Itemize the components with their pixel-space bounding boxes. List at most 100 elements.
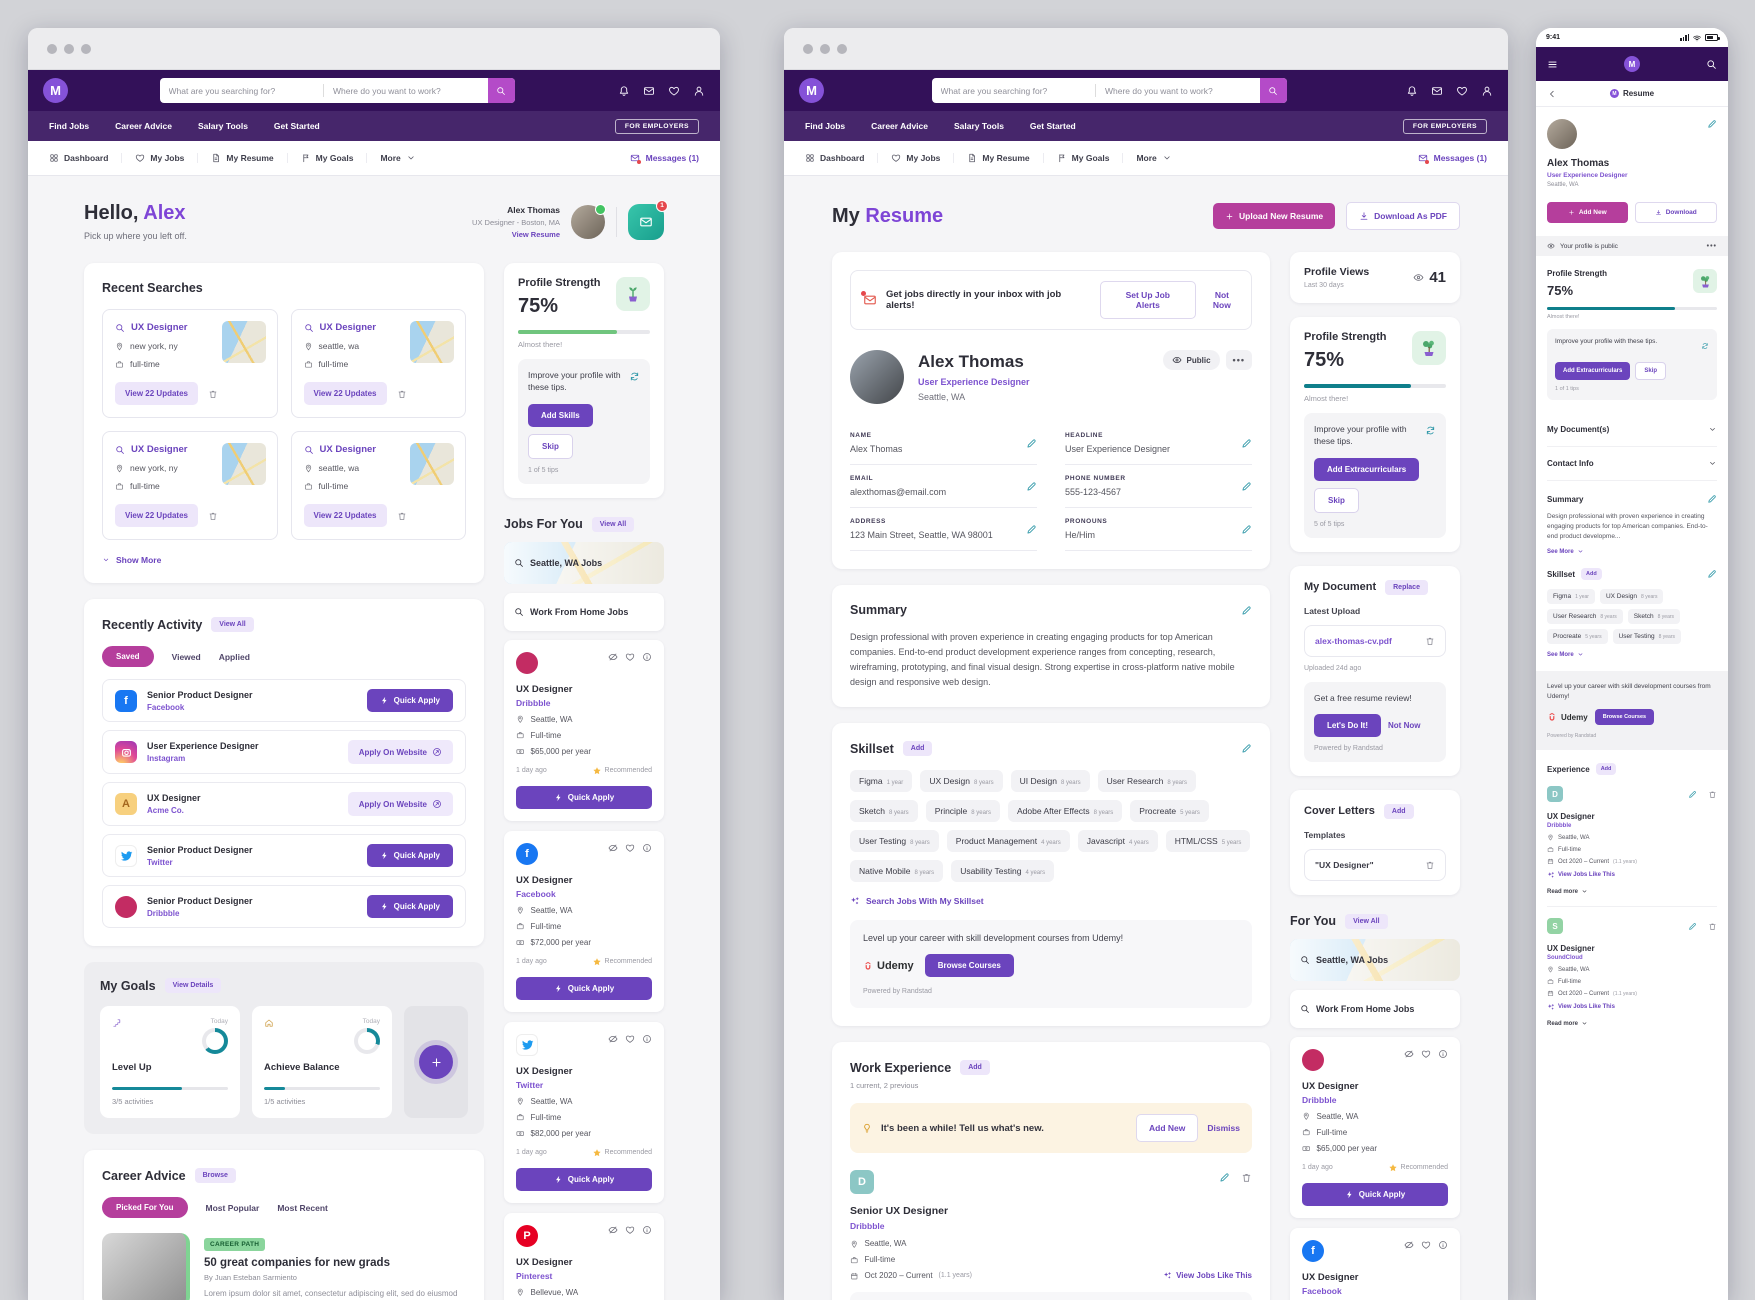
avatar[interactable]	[1547, 119, 1577, 149]
account-icon[interactable]	[1481, 85, 1493, 97]
add-goal-card[interactable]	[404, 1006, 468, 1118]
trash-icon[interactable]	[208, 511, 218, 521]
add-cover-letter-button[interactable]: Add	[1383, 803, 1414, 819]
trash-icon[interactable]	[397, 389, 407, 399]
edit-icon[interactable]	[1241, 605, 1252, 616]
hide-job-icon[interactable]	[608, 1034, 618, 1044]
skill-chip[interactable]: Javascript 4 years	[1077, 830, 1158, 853]
skill-chip[interactable]: User Testing 8 years	[850, 830, 939, 853]
trash-icon[interactable]	[1425, 636, 1435, 646]
skill-chip[interactable]: UX Design 8 years	[920, 770, 1003, 793]
save-job-icon[interactable]	[625, 652, 635, 662]
activity-row[interactable]: A UX Designer Acme Co. Apply On Website	[102, 782, 466, 826]
for-employers-button[interactable]: FOR EMPLOYERS	[614, 118, 699, 134]
view-updates-button[interactable]: View 22 Updates	[115, 504, 198, 527]
add-skill-button[interactable]: Add	[902, 741, 933, 757]
job-card[interactable]: UX Designer Dribbble Seattle, WA Full-ti…	[504, 639, 664, 821]
refresh-icon[interactable]	[629, 369, 640, 387]
edit-icon[interactable]	[1707, 119, 1717, 129]
subnav-more[interactable]: More	[367, 153, 428, 163]
trash-icon[interactable]	[208, 389, 218, 399]
apply-on-website-button[interactable]: Apply On Website	[347, 740, 453, 764]
quick-apply-button[interactable]: Quick Apply	[516, 976, 652, 1000]
skill-chip[interactable]: User Research 8 years	[1547, 609, 1623, 625]
subnav-my-goals[interactable]: My Goals	[1044, 153, 1124, 163]
avatar[interactable]	[850, 350, 904, 404]
edit-icon[interactable]	[1241, 438, 1252, 449]
not-now-button[interactable]: Not Now	[1388, 714, 1420, 737]
search-location-input[interactable]	[324, 85, 488, 96]
quick-apply-button[interactable]: Quick Apply	[1302, 1182, 1448, 1206]
more-options-button[interactable]: •••	[1706, 242, 1717, 250]
contact-info-accordion[interactable]: Contact Info	[1547, 447, 1717, 481]
job-info-icon[interactable]	[1438, 1240, 1448, 1250]
add-experience-button[interactable]: Add	[960, 1060, 990, 1076]
view-updates-button[interactable]: View 22 Updates	[303, 382, 387, 405]
edit-icon[interactable]	[1026, 524, 1037, 535]
edit-icon[interactable]	[1026, 438, 1037, 449]
lets-do-it-button[interactable]: Let's Do It!	[1314, 713, 1382, 737]
search-icon[interactable]	[1706, 59, 1717, 70]
skill-chip[interactable]: Native Mobile 8 years	[850, 860, 944, 883]
for-employers-button[interactable]: FOR EMPLOYERS	[1402, 118, 1487, 134]
hide-job-icon[interactable]	[1404, 1240, 1414, 1250]
dismiss-button[interactable]: Dismiss	[1207, 1123, 1240, 1134]
subnav-my-jobs[interactable]: My Jobs	[122, 153, 199, 163]
setup-job-alerts-button[interactable]: Set Up Job Alerts	[1099, 281, 1196, 319]
skill-chip[interactable]: Product Management 4 years	[946, 830, 1070, 853]
skill-chip[interactable]: Figma 1 year	[850, 770, 913, 793]
tab-applied[interactable]: Applied	[218, 651, 250, 662]
upload-resume-button[interactable]: Upload New Resume	[1213, 203, 1336, 229]
saved-jobs-icon[interactable]	[668, 85, 680, 97]
view-jobs-like-this-link[interactable]: View Jobs Like This	[1163, 1271, 1252, 1280]
trash-icon[interactable]	[1708, 918, 1717, 936]
view-resume-link[interactable]: View Resume	[511, 229, 560, 239]
skill-chip[interactable]: Adobe After Effects 8 years	[1007, 800, 1123, 823]
monster-logo[interactable]: M	[1624, 56, 1640, 72]
view-updates-button[interactable]: View 22 Updates	[303, 504, 387, 527]
quick-apply-button[interactable]: Quick Apply	[516, 1167, 652, 1191]
job-card[interactable]: f UX Designer Facebook Seattle, WA Full-…	[1290, 1227, 1460, 1300]
subnav-my-resume[interactable]: My Resume	[198, 153, 288, 163]
visibility-pill[interactable]: Public	[1162, 350, 1220, 370]
job-card[interactable]: P UX Designer Pinterest Bellevue, WA Ful…	[504, 1212, 664, 1300]
recent-search-card[interactable]: UX Designer new york, ny full-time View …	[102, 309, 278, 418]
download-pdf-button[interactable]: Download As PDF	[1346, 202, 1460, 230]
subnav-my-goals[interactable]: My Goals	[288, 153, 368, 163]
edit-icon[interactable]	[1707, 494, 1717, 504]
nav-find-jobs[interactable]: Find Jobs	[49, 121, 90, 131]
recent-search-card[interactable]: UX Designer new york, ny full-time View …	[102, 431, 278, 540]
skill-chip[interactable]: User Research 8 years	[1097, 770, 1197, 793]
skill-chip[interactable]: Principle 8 years	[925, 800, 1000, 823]
subnav-my-resume[interactable]: My Resume	[954, 153, 1044, 163]
edit-icon[interactable]	[1688, 918, 1697, 936]
tab-most-popular[interactable]: Most Popular	[205, 1202, 260, 1213]
file-link[interactable]: alex-thomas-cv.pdf	[1315, 635, 1392, 646]
recent-search-card[interactable]: UX Designer seattle, wa full-time View 2…	[290, 309, 466, 418]
save-job-icon[interactable]	[625, 1034, 635, 1044]
apply-on-website-button[interactable]: Apply On Website	[347, 792, 453, 816]
nav-get-started[interactable]: Get Started	[1029, 121, 1076, 131]
job-card[interactable]: UX Designer Twitter Seattle, WA Full-tim…	[504, 1021, 664, 1203]
activity-row[interactable]: f Senior Product Designer Facebook Quick …	[102, 679, 466, 722]
search-keyword-input[interactable]	[159, 85, 323, 96]
browse-button[interactable]: Browse	[194, 1168, 236, 1183]
back-button[interactable]	[1547, 89, 1557, 99]
hide-job-icon[interactable]	[1404, 1049, 1414, 1059]
add-skill-button[interactable]: Add	[1581, 568, 1602, 581]
view-updates-button[interactable]: View 22 Updates	[115, 382, 198, 405]
quick-apply-button[interactable]: Quick Apply	[366, 844, 453, 867]
refresh-icon[interactable]	[1701, 337, 1709, 355]
messages-icon[interactable]	[1431, 85, 1443, 97]
edit-icon[interactable]	[1241, 481, 1252, 492]
skill-chip[interactable]: Procreate 5 years	[1130, 800, 1209, 823]
trash-icon[interactable]	[1708, 786, 1717, 804]
edit-icon[interactable]	[1241, 524, 1252, 535]
trash-icon[interactable]	[397, 511, 407, 521]
edit-icon[interactable]	[1688, 786, 1697, 804]
monster-logo[interactable]: M	[799, 78, 824, 103]
monster-logo[interactable]: M	[43, 78, 68, 103]
nav-career-advice[interactable]: Career Advice	[115, 121, 172, 131]
see-more-button[interactable]: See More	[1547, 651, 1584, 658]
search-keyword-input[interactable]	[931, 85, 1095, 96]
